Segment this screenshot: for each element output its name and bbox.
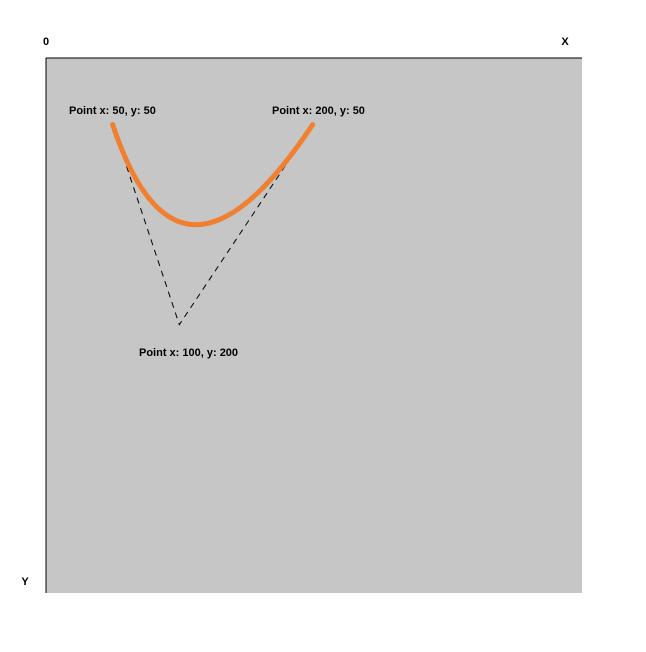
point-label-start: Point x: 50, y: 50: [69, 105, 156, 117]
x-axis-label: X: [561, 36, 569, 48]
point-label-end: Point x: 200, y: 50: [272, 105, 365, 117]
y-axis-label: Y: [21, 576, 29, 588]
canvas-area: [46, 58, 582, 593]
origin-label: 0: [43, 36, 49, 48]
point-label-control: Point x: 100, y: 200: [139, 347, 238, 359]
